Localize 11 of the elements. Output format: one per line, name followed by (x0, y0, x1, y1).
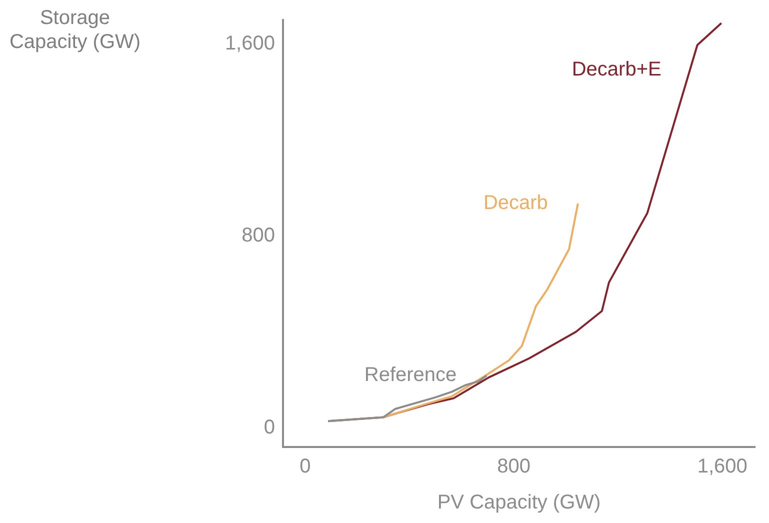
y-axis-title: Storage Capacity (GW) (8, 6, 142, 54)
series-label: Decarb+E (572, 58, 662, 81)
y-tick-label: 1,600 (224, 32, 275, 55)
series-label: Decarb (483, 192, 548, 214)
y-tick-label: 0 (264, 416, 275, 438)
x-tick-label: 0 (300, 456, 311, 478)
x-axis-title: PV Capacity (GW) (437, 492, 601, 514)
x-tick-label: 1,600 (697, 456, 748, 478)
series-label: Reference (364, 364, 457, 386)
x-tick-label: 800 (497, 456, 530, 478)
y-tick-label: 800 (242, 224, 275, 246)
